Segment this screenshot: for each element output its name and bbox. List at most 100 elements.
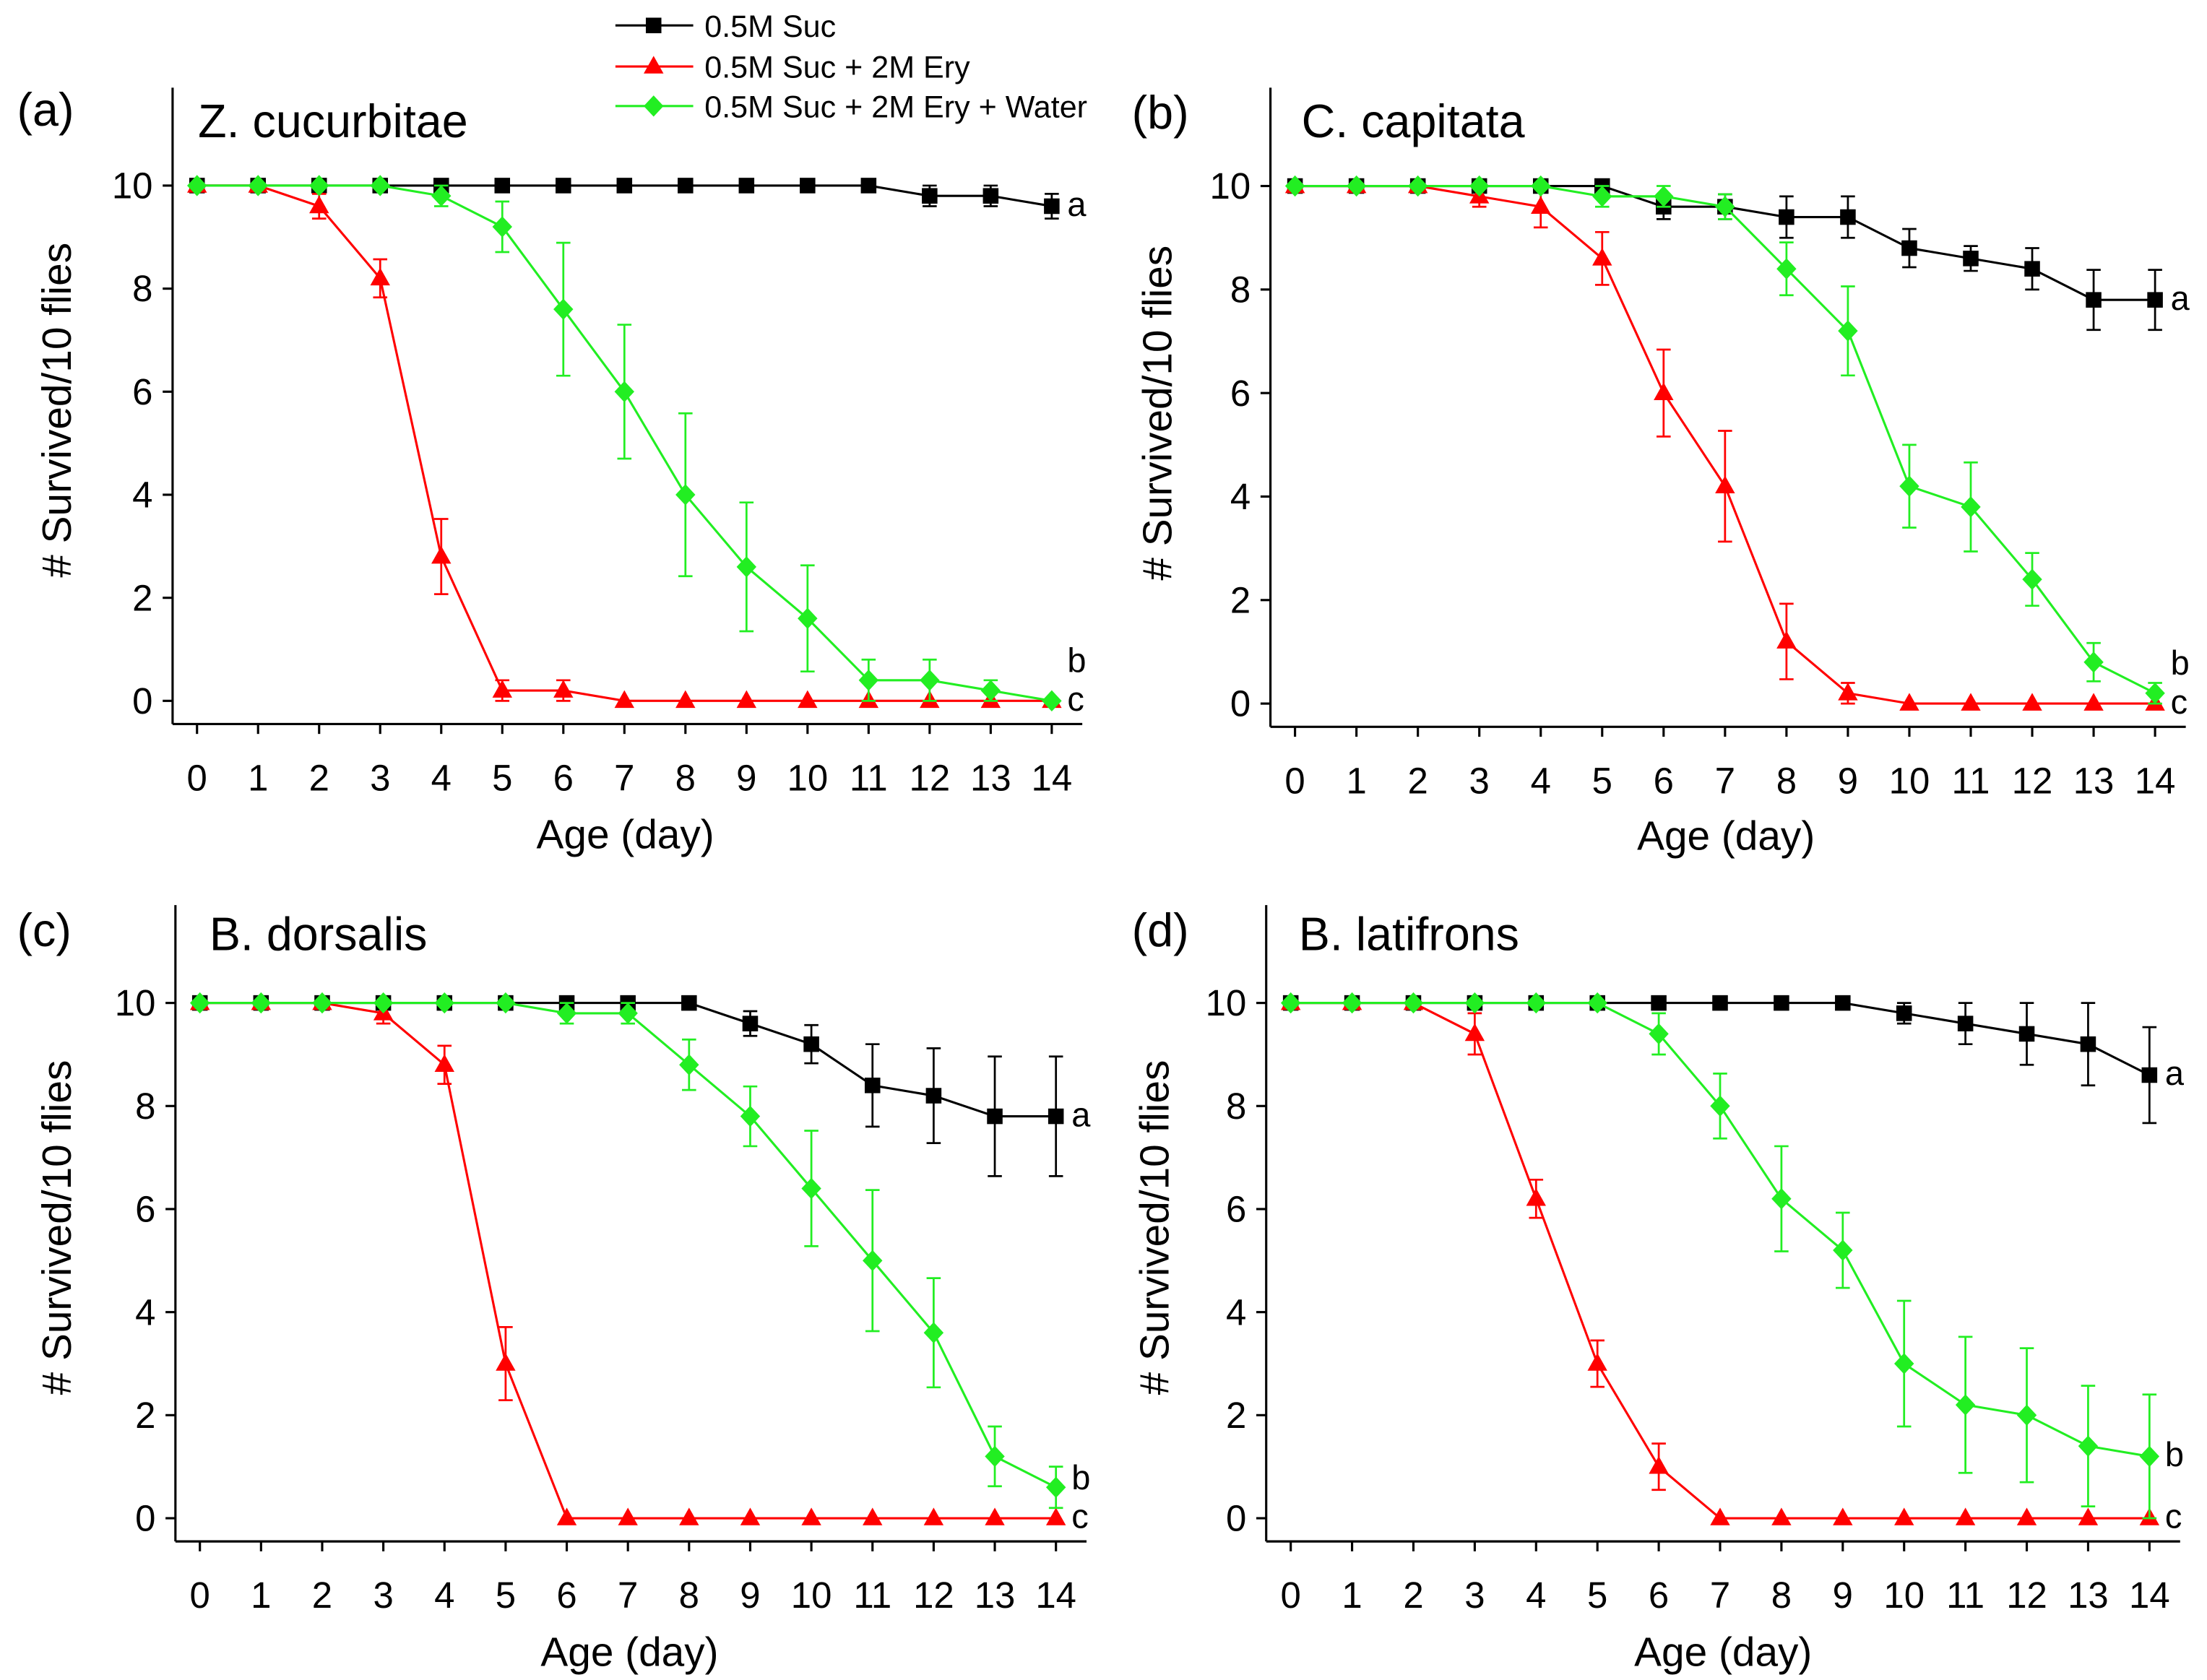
x-axis-label: Age (day): [540, 1629, 718, 1675]
series-line: [199, 1002, 1057, 1489]
data-point-diamond: [1526, 992, 1546, 1014]
data-point-diamond: [801, 1177, 821, 1200]
data-point-triangle: [2022, 693, 2042, 711]
data-point-diamond: [2145, 683, 2165, 704]
y-tick-label: 0: [1230, 683, 1251, 724]
panel-c: (c) B. dorsalis # Survived/10 flies Age …: [17, 904, 1092, 1676]
data-point-square: [1963, 251, 1979, 267]
data-point-diamond: [923, 1322, 944, 1343]
y-tick-label: 4: [135, 1291, 155, 1333]
data-point-triangle: [614, 690, 635, 709]
x-tick-label: 0: [1281, 1575, 1301, 1616]
data-point-triangle: [798, 690, 818, 709]
x-tick-label: 5: [1587, 1575, 1607, 1616]
x-tick-label: 11: [850, 757, 888, 798]
x-tick-label: 12: [910, 757, 951, 798]
significance-letter: b: [2165, 1435, 2184, 1473]
x-tick-label: 5: [496, 1575, 516, 1616]
y-tick-label: 0: [1226, 1498, 1246, 1539]
data-point-triangle: [923, 1507, 944, 1525]
data-point-diamond: [370, 175, 390, 196]
data-point-triangle: [492, 680, 512, 698]
y-tick-label: 2: [1226, 1395, 1246, 1436]
data-point-triangle: [985, 1507, 1005, 1525]
y-tick-label: 4: [132, 475, 152, 516]
x-axis-label: Age (day): [537, 813, 714, 858]
data-point-triangle: [1899, 693, 1919, 711]
x-tick-label: 3: [1469, 760, 1490, 801]
data-point-diamond: [920, 670, 940, 691]
significance-letter: b: [1067, 641, 1086, 680]
panel-title: B. dorsalis: [210, 909, 428, 961]
legend-item: 0.5M Suc + 2M Ery: [615, 51, 970, 85]
data-point-triangle: [309, 195, 329, 214]
panel-a: (a) Z. cucurbitae # Survived/10 flies Ag…: [17, 84, 1087, 857]
x-tick-label: 8: [1771, 1575, 1792, 1616]
x-tick-label: 14: [1035, 1575, 1076, 1616]
data-point-diamond: [2022, 568, 2042, 590]
y-tick-label: 0: [132, 680, 152, 722]
panel-title: C. capitata: [1302, 95, 1525, 147]
data-point-square: [742, 1016, 759, 1031]
data-point-triangle: [1894, 1507, 1914, 1525]
significance-letter: c: [1071, 1497, 1089, 1536]
x-tick-label: 12: [2012, 760, 2053, 801]
data-point-square: [803, 1036, 819, 1052]
data-point-diamond: [1592, 186, 1612, 207]
legend-item: 0.5M Suc + 2M Ery + Water: [615, 90, 1087, 125]
data-point-triangle: [496, 1353, 516, 1371]
y-tick-label: 2: [1230, 579, 1251, 620]
data-point-diamond: [187, 175, 207, 196]
x-tick-label: 5: [492, 757, 512, 798]
legend-marker-square: [645, 17, 662, 34]
data-point-triangle: [1587, 1353, 1607, 1371]
significance-letter: a: [2165, 1054, 2185, 1092]
x-tick-label: 2: [1408, 760, 1428, 801]
data-point-triangle: [1955, 1507, 1976, 1525]
data-point-square: [1835, 995, 1851, 1011]
y-tick-label: 10: [1210, 165, 1251, 207]
x-tick-label: 2: [309, 757, 329, 798]
legend-marker-diamond: [644, 95, 664, 117]
y-tick-label: 2: [132, 577, 152, 618]
x-tick-label: 10: [1883, 1575, 1925, 1616]
y-tick-label: 8: [1226, 1086, 1246, 1127]
x-tick-label: 4: [434, 1575, 454, 1616]
data-point-diamond: [980, 680, 1001, 701]
data-point-square: [1774, 995, 1789, 1011]
y-tick-label: 4: [1230, 476, 1251, 517]
data-point-triangle: [2078, 1507, 2099, 1525]
data-point-triangle: [2083, 693, 2104, 711]
x-tick-label: 8: [679, 1575, 699, 1616]
x-tick-label: 8: [1776, 760, 1797, 801]
x-tick-label: 1: [248, 757, 268, 798]
x-tick-label: 3: [373, 1575, 393, 1616]
series-sucrose-erythritol-water: [187, 175, 1062, 712]
data-point-square: [2147, 292, 2163, 308]
data-point-diamond: [863, 1250, 883, 1272]
data-point-diamond: [248, 175, 268, 196]
x-tick-label: 1: [251, 1575, 271, 1616]
x-tick-label: 3: [1464, 1575, 1485, 1616]
significance-letter: b: [1071, 1458, 1090, 1497]
data-point-diamond: [1838, 320, 1858, 342]
y-tick-label: 8: [135, 1086, 155, 1127]
data-point-diamond: [1771, 1188, 1792, 1210]
data-point-square: [738, 178, 755, 194]
x-tick-label: 7: [1710, 1575, 1730, 1616]
data-point-triangle: [675, 690, 696, 709]
data-point-triangle: [679, 1507, 699, 1525]
data-point-square: [1779, 209, 1794, 225]
data-point-triangle: [1838, 683, 1858, 701]
data-point-diamond: [2016, 1404, 2037, 1426]
data-point-triangle: [1710, 1507, 1730, 1525]
x-tick-label: 6: [1649, 1575, 1669, 1616]
data-point-triangle: [1776, 631, 1797, 649]
x-tick-label: 11: [853, 1575, 891, 1616]
data-point-diamond: [2083, 651, 2104, 673]
data-point-square: [556, 178, 571, 194]
data-point-diamond: [679, 1054, 699, 1075]
x-tick-label: 9: [736, 757, 756, 798]
data-point-square: [2080, 1036, 2096, 1052]
x-tick-label: 2: [312, 1575, 332, 1616]
